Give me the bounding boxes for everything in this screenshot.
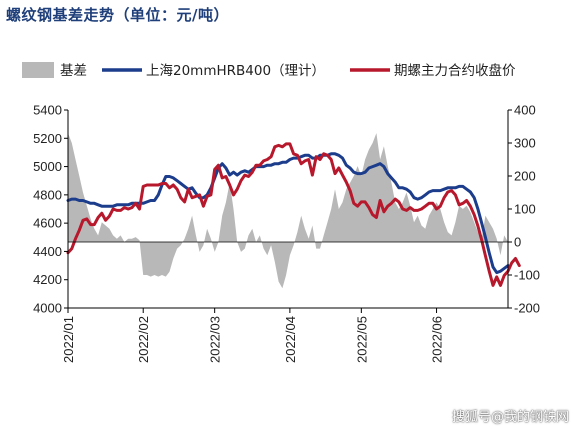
watermark: 搜狐号@我的钢铁网	[451, 410, 569, 425]
legend-label-futures: 期螺主力合约收盘价	[394, 62, 516, 79]
axes: 40004200440046004800500052005400-200-100…	[33, 103, 540, 364]
left-tick-label: 4800	[33, 187, 62, 202]
left-tick-label: 5200	[33, 131, 62, 146]
chart-title: 螺纹钢基差走势（单位：元/吨）	[6, 6, 229, 24]
left-tick-label: 4200	[33, 272, 62, 287]
right-tick-label: 400	[514, 103, 536, 118]
x-tick-label: 2022/02	[136, 316, 151, 363]
x-tick-label: 2022/03	[208, 316, 223, 363]
x-tick-label: 2022/05	[354, 316, 369, 363]
x-tick-label: 2022/06	[430, 316, 445, 363]
x-tick-label: 2022/01	[61, 316, 76, 363]
legend: 基差 上海20mmHRB400（理计） 期螺主力合约收盘价	[22, 62, 516, 79]
right-tick-label: 300	[514, 136, 536, 151]
right-tick-label: 0	[514, 235, 521, 250]
legend-label-hrb400: 上海20mmHRB400（理计）	[146, 63, 325, 79]
right-tick-label: 200	[514, 169, 536, 184]
right-tick-label: 100	[514, 202, 536, 217]
left-tick-label: 4400	[33, 244, 62, 259]
price-lines-layer	[66, 142, 521, 287]
basis-area-layer	[68, 133, 508, 289]
right-tick-label: -200	[514, 301, 540, 316]
left-tick-label: 4600	[33, 216, 62, 231]
left-tick-label: 4000	[33, 301, 62, 316]
legend-label-basis: 基差	[60, 62, 87, 79]
series-futures-close-line	[66, 142, 521, 287]
left-tick-label: 5000	[33, 159, 62, 174]
left-tick-label: 5400	[33, 103, 62, 118]
legend-swatch-basis	[22, 62, 54, 78]
x-tick-label: 2022/04	[283, 316, 298, 363]
series-basis-area	[68, 133, 508, 289]
right-tick-label: -100	[514, 268, 540, 283]
